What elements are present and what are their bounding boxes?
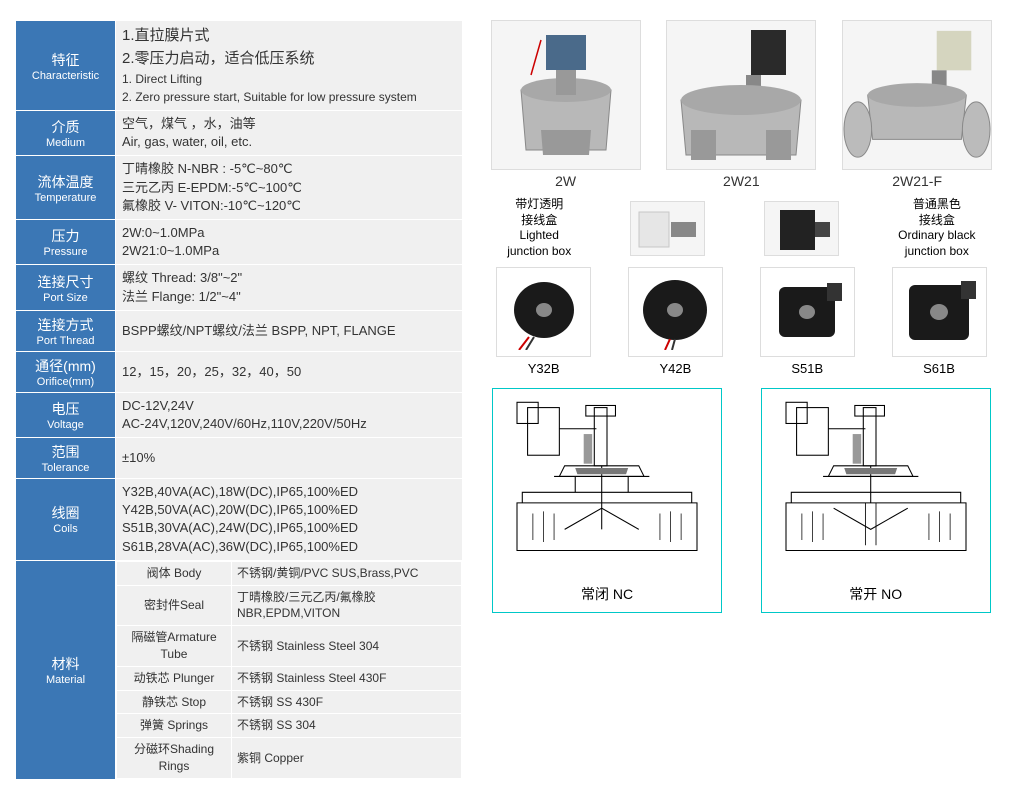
nc-diagram: 常闭 NC xyxy=(492,388,722,613)
portthread-value: BSPP螺纹/NPT螺纹/法兰 BSPP, NPT, FLANGE xyxy=(116,310,463,351)
tolerance-label: 范围Tolerance xyxy=(16,438,116,479)
valve-item: 2W xyxy=(491,20,641,189)
coil-row: Y32B Y42B S51B S61B xyxy=(478,267,1005,376)
voltage-label: 电压Voltage xyxy=(16,392,116,437)
orifice-label: 通径(mm)Orifice(mm) xyxy=(16,351,116,392)
characteristic-label: 特征Characteristic xyxy=(16,21,116,111)
medium-value: 空气，煤气 ，水，油等Air, gas, water, oil, etc. xyxy=(116,111,463,156)
coil-y32b-label: Y32B xyxy=(496,361,591,376)
coil-s51b-img xyxy=(760,267,855,357)
coil-item: S51B xyxy=(760,267,855,376)
coil-y32b-img xyxy=(496,267,591,357)
coil-y42b-label: Y42B xyxy=(628,361,723,376)
coils-label: 线圈Coils xyxy=(16,479,116,561)
portthread-label: 连接方式Port Thread xyxy=(16,310,116,351)
no-diagram: 常开 NO xyxy=(761,388,991,613)
pressure-label: 压力Pressure xyxy=(16,219,116,264)
valve-2w21f-img xyxy=(842,20,992,170)
orifice-value: 12，15，20，25，32，40，50 xyxy=(116,351,463,392)
coil-item: S61B xyxy=(892,267,987,376)
valve-2w-label: 2W xyxy=(491,173,641,189)
valve-2w-img xyxy=(491,20,641,170)
coil-s61b-label: S61B xyxy=(892,361,987,376)
main-container: 特征Characteristic 1.直拉膜片式 2.零压力启动，适合低压系统 … xyxy=(0,0,1020,800)
portsize-label: 连接尺寸Port Size xyxy=(16,265,116,310)
product-panel: 2W 2W21 2W21-F 带灯透明 接线盒 Lighted junction… xyxy=(478,20,1005,780)
medium-label: 介质Medium xyxy=(16,111,116,156)
material-label: 材料Material xyxy=(16,560,116,779)
characteristic-value: 1.直拉膜片式 2.零压力启动，适合低压系统 1. Direct Lifting… xyxy=(116,21,463,111)
valve-2w21-img xyxy=(666,20,816,170)
nc-label: 常闭 NC xyxy=(501,584,713,604)
valve-item: 2W21 xyxy=(666,20,816,189)
temperature-value: 丁晴橡胶 N-NBR : -5℃~80℃三元乙丙 E-EPDM:-5℃~100℃… xyxy=(116,156,463,220)
coil-item: Y42B xyxy=(628,267,723,376)
material-value: 阀体 Body不锈钢/黄铜/PVC SUS,Brass,PVC 密封件Seal丁… xyxy=(116,560,463,779)
junction-row: 带灯透明 接线盒 Lighted junction box 普通黑色 接线盒 O… xyxy=(478,197,1005,259)
valve-2w21f-label: 2W21-F xyxy=(842,173,992,189)
lighted-junction-img xyxy=(630,201,705,256)
spec-table: 特征Characteristic 1.直拉膜片式 2.零压力启动，适合低压系统 … xyxy=(15,20,463,780)
pressure-value: 2W:0~1.0MPa2W21:0~1.0MPa xyxy=(116,219,463,264)
portsize-value: 螺纹 Thread: 3/8"~2"法兰 Flange: 1/2"~4" xyxy=(116,265,463,310)
valve-2w21-label: 2W21 xyxy=(666,173,816,189)
spec-panel: 特征Characteristic 1.直拉膜片式 2.零压力启动，适合低压系统 … xyxy=(15,20,463,780)
tolerance-value: ±10% xyxy=(116,438,463,479)
coil-item: Y32B xyxy=(496,267,591,376)
diagram-row: 常闭 NC 常开 NO xyxy=(478,388,1005,613)
coil-y42b-img xyxy=(628,267,723,357)
material-subtable: 阀体 Body不锈钢/黄铜/PVC SUS,Brass,PVC 密封件Seal丁… xyxy=(116,561,462,779)
lighted-junction-label: 带灯透明 接线盒 Lighted junction box xyxy=(507,197,571,259)
coil-s51b-label: S51B xyxy=(760,361,855,376)
voltage-value: DC-12V,24VAC-24V,120V,240V/60Hz,110V,220… xyxy=(116,392,463,437)
valve-row: 2W 2W21 2W21-F xyxy=(478,20,1005,189)
no-label: 常开 NO xyxy=(770,584,982,604)
temperature-label: 流体温度Temperature xyxy=(16,156,116,220)
ordinary-junction-label: 普通黑色 接线盒 Ordinary black junction box xyxy=(898,197,975,259)
coil-s61b-img xyxy=(892,267,987,357)
coils-value: Y32B,40VA(AC),18W(DC),IP65,100%EDY42B,50… xyxy=(116,479,463,561)
ordinary-junction-img xyxy=(764,201,839,256)
valve-item: 2W21-F xyxy=(842,20,992,189)
